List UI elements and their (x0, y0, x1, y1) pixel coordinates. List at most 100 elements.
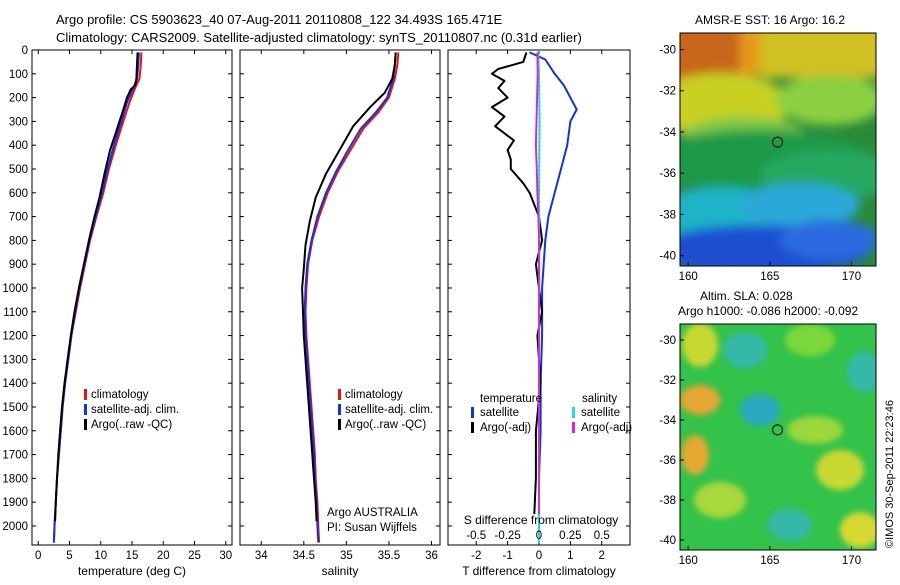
temperature-ytick-label: 1400 (2, 378, 28, 390)
sla_map-ytick-label: -40 (659, 535, 676, 547)
temperature-legend-label: Argo(..raw -QC) (91, 419, 172, 431)
sla_map-ytick-label: -36 (659, 455, 676, 467)
difference-legend-swatch (471, 422, 474, 433)
sla_map-xtick-label: 165 (760, 555, 779, 567)
sst_map-ytick-label: -32 (659, 86, 676, 98)
difference-xtick-top-label: 0 (536, 530, 542, 542)
temperature-xtick-label: 20 (157, 550, 170, 562)
sla_map-subtitle: Argo h1000: -0.086 h2000: -0.092 (678, 304, 858, 318)
temperature-ytick-label: 800 (9, 235, 28, 247)
sst_map-panel: 160 165 170 -30 -32 -34 -36 -38 -40 AMSR-E SST: 1… (659, 13, 877, 283)
credit-text: ©IMOS 30-Sep-2011 22:23:46 (884, 400, 896, 548)
salinity-xtick-label: 36 (425, 550, 438, 562)
salinity-annotation: Argo AUSTRALIA (327, 507, 418, 519)
difference-series-t-argo-adj- (490, 52, 544, 515)
difference-legend-swatch (572, 407, 575, 418)
difference-xtick-label: 2 (599, 550, 605, 562)
sst_map-ytick-label: -30 (659, 44, 676, 56)
temperature-ytick-label: 1600 (2, 426, 28, 438)
temperature-xtick-label: 25 (188, 550, 201, 562)
temperature-legend-label: climatology (91, 389, 149, 401)
sla_map-panel: 160 165 170 -30 -32 -34 -36 -38 -40 Altim. SLA: 0… (659, 289, 877, 567)
temperature-ytick-label: 1700 (2, 450, 28, 462)
salinity-legend-swatch (338, 389, 341, 400)
difference-panel: -2 -1 0 1 2 T difference from climatology temp… (447, 49, 632, 578)
temperature-ytick-label: 600 (9, 188, 28, 200)
temperature-ytick-label: 700 (9, 212, 28, 224)
sst_map-xtick-label: 165 (760, 271, 779, 283)
sla_map-ytick-label: -32 (659, 375, 676, 387)
difference-legend-swatch (572, 422, 575, 433)
salinity-series-satellite-adj-clim- (303, 52, 397, 543)
sst_map-ytick-label: -34 (659, 127, 676, 139)
temperature-ytick-label: 0 (22, 45, 28, 57)
temperature-ytick-label: 2000 (2, 521, 28, 533)
salinity-panel: 34 34.5 35 35.5 36 salinity climatology satelli… (239, 49, 441, 578)
difference-xlabel: T difference from climatology (462, 564, 616, 578)
sst_map-ytick-label: -36 (659, 168, 676, 180)
temperature-ytick-label: 100 (9, 69, 28, 81)
sla_map-ytick-label: -38 (659, 495, 676, 507)
difference-legend-label: satellite (480, 407, 519, 419)
temperature-series-climatology (52, 52, 143, 543)
temperature-frame (31, 49, 233, 546)
salinity-series-argo-raw-qc- (301, 52, 397, 522)
temperature-legend-swatch (84, 419, 87, 430)
header-line-1: Argo profile: CS 5903623_40 07-Aug-2011 … (56, 12, 503, 27)
difference-legend-title-temperature: temperature (480, 393, 542, 405)
sst_map-ytick-label: -40 (659, 251, 676, 263)
sst_map-title: AMSR-E SST: 16 Argo: 16.2 (695, 13, 845, 27)
salinity-legend-swatch (338, 419, 341, 430)
difference-xtick-label: 0 (536, 550, 542, 562)
sla_map-title: Altim. SLA: 0.028 (700, 289, 793, 303)
difference-series-s-argo-adj- (534, 52, 540, 515)
temperature-xtick-label: 10 (94, 550, 107, 562)
salinity-xlabel: salinity (322, 564, 359, 578)
difference-xtick-top-label: -0.5 (466, 530, 486, 542)
temperature-ytick-label: 1500 (2, 402, 28, 414)
difference-xlabel-top: S difference from climatology (464, 513, 619, 527)
temperature-ytick-label: 900 (9, 259, 28, 271)
temperature-ytick-label: 200 (9, 93, 28, 105)
difference-xtick-label: 1 (567, 550, 573, 562)
salinity-xtick-label: 34 (255, 550, 268, 562)
temperature-xtick-label: 0 (35, 550, 41, 562)
sst_map-frame (679, 32, 877, 267)
temperature-ytick-label: 1800 (2, 473, 28, 485)
sla_map-frame (679, 323, 877, 551)
difference-xtick-top-label: 0.25 (559, 530, 581, 542)
difference-legend-title-salinity: salinity (582, 393, 617, 405)
salinity-series-climatology (304, 52, 400, 543)
difference-legend-swatch (471, 407, 474, 418)
salinity-xtick-label: 34.5 (293, 550, 315, 562)
difference-legend-label: satellite (581, 407, 620, 419)
sst_map-ytick-label: -38 (659, 209, 676, 221)
salinity-annotation: PI: Susan Wijffels (327, 522, 417, 534)
temperature-ytick-label: 1000 (2, 283, 28, 295)
temperature-legend-swatch (84, 389, 87, 400)
header-line-2: Climatology: CARS2009. Satellite-adjuste… (56, 30, 582, 45)
sla_map-xtick-label: 170 (842, 555, 861, 567)
temperature-ytick-label: 1900 (2, 497, 28, 509)
difference-xtick-top-label: -0.25 (495, 530, 521, 542)
temperature-xlabel: temperature (deg C) (78, 564, 186, 578)
temperature-legend-swatch (84, 404, 87, 415)
sst_map-argo-marker (772, 136, 784, 148)
temperature-series-satellite-adj-clim- (52, 52, 140, 543)
temperature-ytick-label: 300 (9, 116, 28, 128)
sst_map-xtick-label: 160 (679, 271, 698, 283)
difference-xtick-top-label: 0.5 (594, 530, 610, 542)
salinity-xtick-label: 35 (340, 550, 353, 562)
temperature-xtick-label: 5 (66, 550, 72, 562)
difference-xtick-label: -2 (471, 550, 481, 562)
sla_map-argo-marker (772, 424, 784, 436)
difference-legend-label: Argo(-adj) (480, 422, 531, 434)
temperature-xtick-label: 30 (219, 550, 232, 562)
temperature-ytick-label: 1300 (2, 354, 28, 366)
sla-map-image (680, 324, 876, 550)
sla_map-xtick-label: 160 (679, 555, 698, 567)
sla_map-ytick-label: -34 (659, 415, 676, 427)
salinity-xtick-label: 35.5 (378, 550, 400, 562)
salinity-legend-swatch (338, 404, 341, 415)
sst-map-image (680, 33, 876, 266)
